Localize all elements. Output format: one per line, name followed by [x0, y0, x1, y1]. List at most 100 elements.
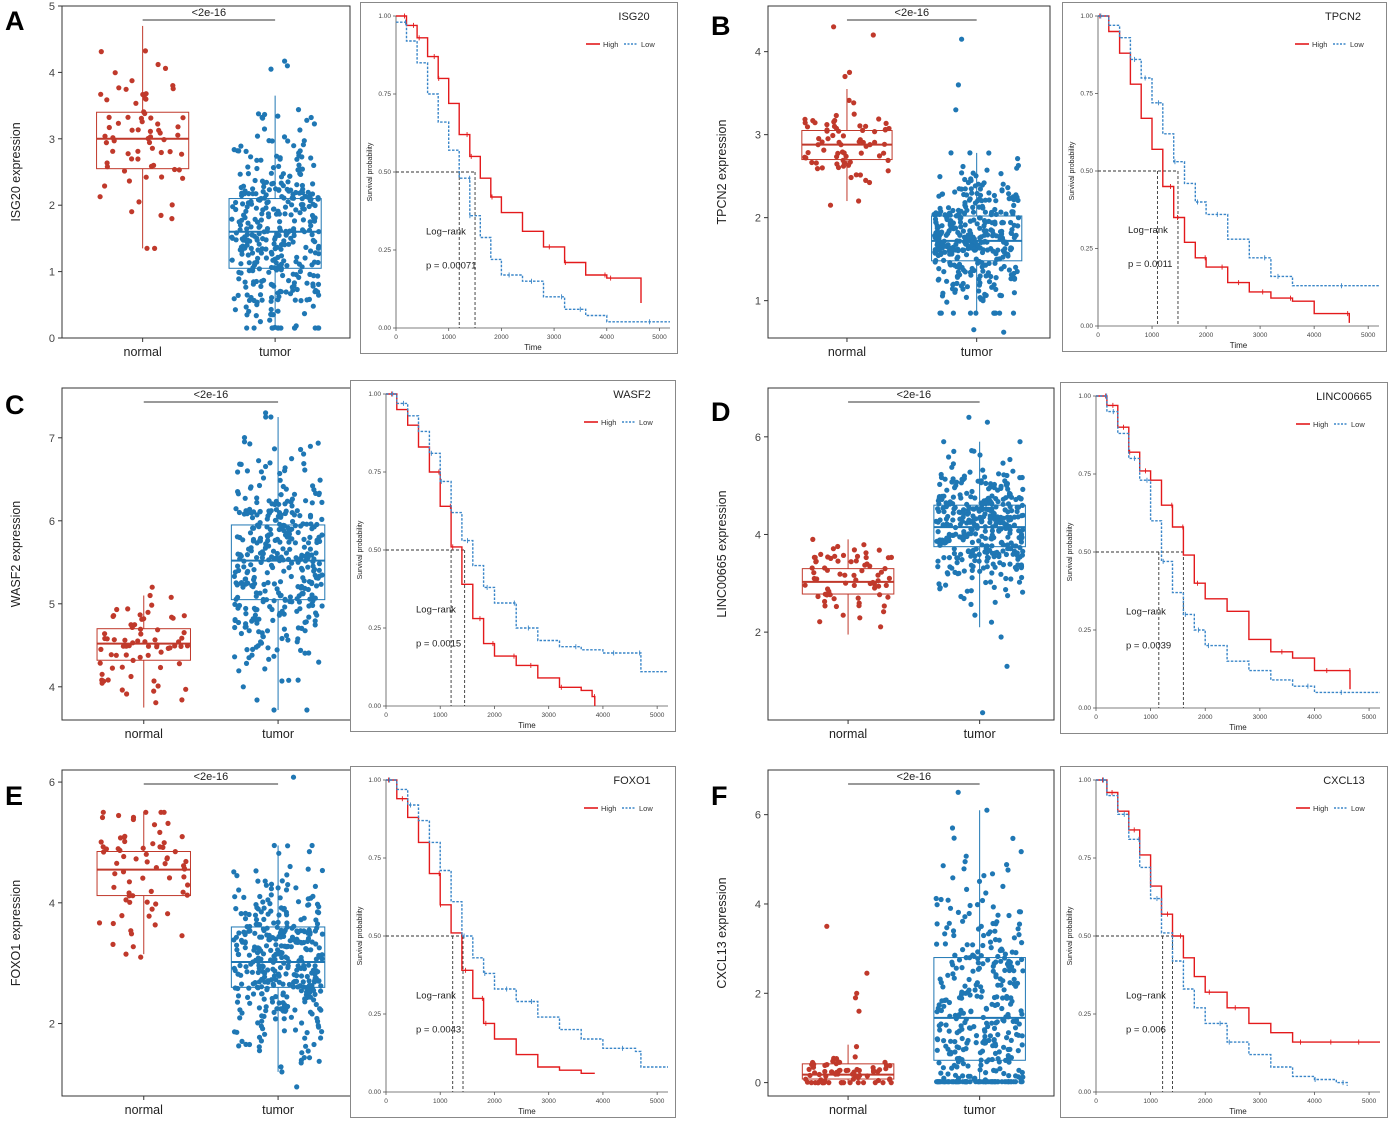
data-point: [172, 643, 178, 649]
data-point: [809, 159, 815, 166]
data-point: [886, 575, 892, 581]
data-point: [151, 162, 157, 168]
data-point: [110, 613, 116, 619]
data-point: [970, 506, 976, 512]
data-point: [982, 1077, 988, 1083]
data-point: [311, 1041, 317, 1048]
km-frame: [1060, 766, 1388, 1118]
data-point: [281, 134, 288, 140]
data-point: [254, 157, 260, 163]
data-point: [973, 1033, 980, 1039]
data-point: [243, 304, 249, 310]
data-point: [945, 897, 951, 903]
data-point: [302, 553, 308, 559]
data-point: [269, 295, 275, 301]
data-point: [301, 206, 307, 212]
data-point: [266, 656, 272, 662]
data-point: [301, 544, 307, 550]
data-point: [934, 921, 940, 927]
data-point: [984, 247, 991, 253]
x-tick-label: 3000: [1253, 714, 1268, 721]
data-point: [819, 165, 825, 171]
survival-curve-low: [1098, 15, 1379, 287]
data-point: [130, 816, 136, 823]
data-point: [275, 947, 281, 953]
data-point: [256, 1044, 262, 1050]
data-point: [981, 873, 987, 879]
data-point: [1000, 548, 1006, 554]
data-point: [857, 123, 863, 129]
panel-label-e: E: [5, 781, 24, 811]
y-tick-label: 0.75: [368, 469, 381, 476]
data-point: [278, 512, 284, 518]
data-point: [298, 565, 305, 571]
data-point: [310, 283, 316, 289]
data-point: [130, 657, 136, 663]
x-tick-label: 5000: [1362, 1098, 1377, 1105]
data-point: [810, 118, 816, 124]
data-point: [976, 276, 982, 282]
data-point: [311, 121, 317, 127]
data-point: [992, 219, 998, 225]
data-point: [882, 126, 889, 133]
data-point: [128, 673, 134, 680]
data-point: [260, 634, 266, 640]
data-point: [964, 284, 970, 290]
data-point: [295, 107, 302, 113]
outlier-point: [284, 63, 290, 69]
data-point: [297, 606, 303, 612]
legend-label-high: High: [601, 418, 616, 427]
x-tick-label-normal: normal: [125, 1103, 163, 1117]
data-point: [961, 475, 967, 482]
data-point: [236, 509, 242, 516]
data-point: [135, 148, 141, 154]
data-point: [937, 517, 943, 523]
data-point: [987, 579, 994, 585]
data-point: [155, 121, 161, 127]
x-tick-label: 2000: [494, 334, 509, 341]
data-point: [108, 652, 114, 658]
legend-label-high: High: [1313, 420, 1328, 429]
data-point: [960, 1047, 966, 1053]
data-point: [975, 949, 981, 955]
data-point: [951, 546, 957, 552]
y-tick-label: 1.00: [1080, 13, 1093, 20]
survival-curve-high: [386, 393, 596, 706]
y-tick-label: 0.50: [368, 547, 381, 554]
data-point: [983, 262, 989, 268]
data-point: [838, 142, 844, 148]
data-point: [137, 654, 143, 660]
data-point: [259, 1013, 265, 1019]
data-point: [259, 211, 265, 217]
data-point: [169, 216, 175, 222]
data-point: [271, 920, 277, 926]
data-point: [963, 990, 969, 996]
data-point: [153, 700, 159, 706]
data-point: [255, 643, 261, 649]
data-point: [253, 313, 259, 319]
data-point: [991, 282, 997, 288]
data-point: [140, 845, 146, 851]
data-point: [285, 637, 291, 643]
data-point: [306, 614, 312, 620]
data-point: [1003, 525, 1009, 531]
data-point: [259, 555, 265, 561]
data-point: [812, 1070, 818, 1076]
data-point: [110, 135, 116, 141]
data-point: [943, 1022, 949, 1028]
data-point: [281, 568, 287, 574]
data-point: [303, 619, 309, 625]
data-point: [300, 590, 306, 596]
data-point: [291, 218, 298, 224]
data-point: [260, 1026, 266, 1032]
data-point: [980, 467, 986, 473]
data-point: [941, 439, 947, 445]
data-point: [990, 248, 996, 254]
data-point: [278, 180, 284, 186]
data-point: [1016, 1032, 1022, 1038]
data-point: [977, 1067, 983, 1073]
data-point: [243, 208, 249, 214]
data-point: [992, 599, 998, 605]
box-group-normal: [96, 25, 190, 251]
